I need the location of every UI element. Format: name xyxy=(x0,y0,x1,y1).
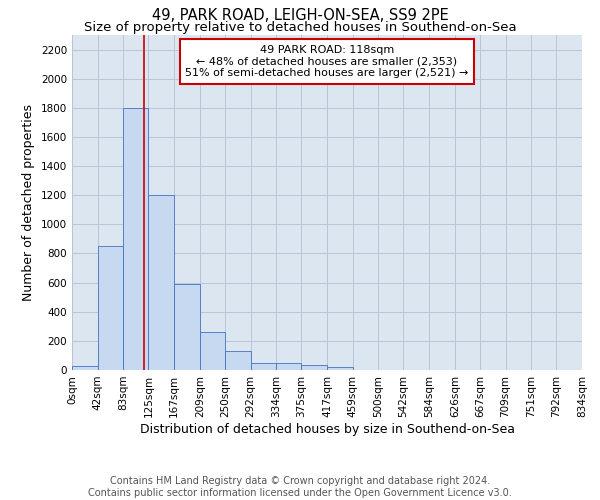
Bar xyxy=(123,108,148,370)
Bar xyxy=(251,362,276,370)
Bar xyxy=(98,246,123,370)
Text: Contains HM Land Registry data © Crown copyright and database right 2024.
Contai: Contains HM Land Registry data © Crown c… xyxy=(88,476,512,498)
Bar xyxy=(72,366,98,370)
Text: 49, PARK ROAD, LEIGH-ON-SEA, SS9 2PE: 49, PARK ROAD, LEIGH-ON-SEA, SS9 2PE xyxy=(152,8,448,22)
Y-axis label: Number of detached properties: Number of detached properties xyxy=(22,104,35,301)
Bar xyxy=(200,332,225,370)
X-axis label: Distribution of detached houses by size in Southend-on-Sea: Distribution of detached houses by size … xyxy=(139,422,515,436)
Bar xyxy=(225,352,251,370)
Bar xyxy=(301,366,327,370)
Text: Size of property relative to detached houses in Southend-on-Sea: Size of property relative to detached ho… xyxy=(83,21,517,34)
Bar xyxy=(276,363,301,370)
Bar xyxy=(148,195,174,370)
Text: 49 PARK ROAD: 118sqm
← 48% of detached houses are smaller (2,353)
51% of semi-de: 49 PARK ROAD: 118sqm ← 48% of detached h… xyxy=(185,45,469,78)
Bar xyxy=(174,284,200,370)
Bar xyxy=(327,367,353,370)
